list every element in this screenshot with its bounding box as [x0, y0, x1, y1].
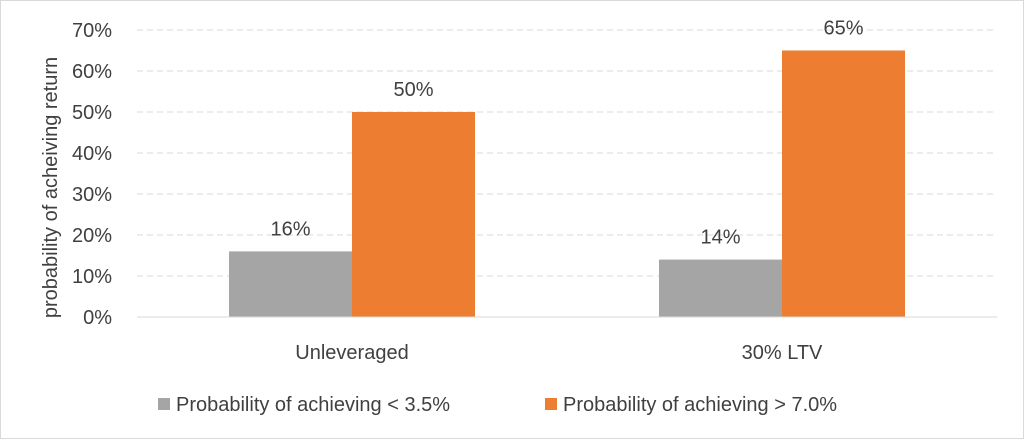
legend-swatch [545, 398, 557, 410]
data-label: 14% [700, 227, 740, 249]
data-labels: 16% 50% 14% 65% [270, 18, 863, 249]
y-tick-label: 60% [72, 61, 112, 83]
y-tick-label: 50% [72, 102, 112, 124]
y-tick-label: 70% [72, 20, 112, 42]
x-category-label: Unleveraged [295, 342, 408, 364]
data-label: 16% [270, 218, 310, 240]
x-category-label: 30% LTV [742, 342, 823, 364]
y-axis-title: probability of acheiving return [40, 57, 62, 318]
y-tick-label: 20% [72, 225, 112, 247]
x-axis-category-labels: Unleveraged 30% LTV [295, 342, 823, 364]
legend-label: Probability of achieving < 3.5% [176, 394, 450, 416]
y-tick-label: 0% [83, 307, 112, 329]
bar-below-3-5 [659, 259, 782, 317]
bars [229, 50, 905, 317]
bar-above-7-0 [782, 50, 905, 317]
y-axis-tick-labels: 0% 10% 20% 30% 40% 50% 60% 70% [72, 20, 112, 329]
data-label: 50% [393, 79, 433, 101]
y-tick-label: 30% [72, 184, 112, 206]
legend-label: Probability of achieving > 7.0% [563, 394, 837, 416]
data-label: 65% [823, 18, 863, 40]
legend: Probability of achieving < 3.5% Probabili… [158, 394, 837, 416]
y-tick-label: 10% [72, 266, 112, 288]
y-tick-label: 40% [72, 143, 112, 165]
bar-below-3-5 [229, 251, 352, 317]
gridlines [137, 29, 997, 277]
legend-swatch [158, 398, 170, 410]
bar-above-7-0 [352, 112, 475, 317]
